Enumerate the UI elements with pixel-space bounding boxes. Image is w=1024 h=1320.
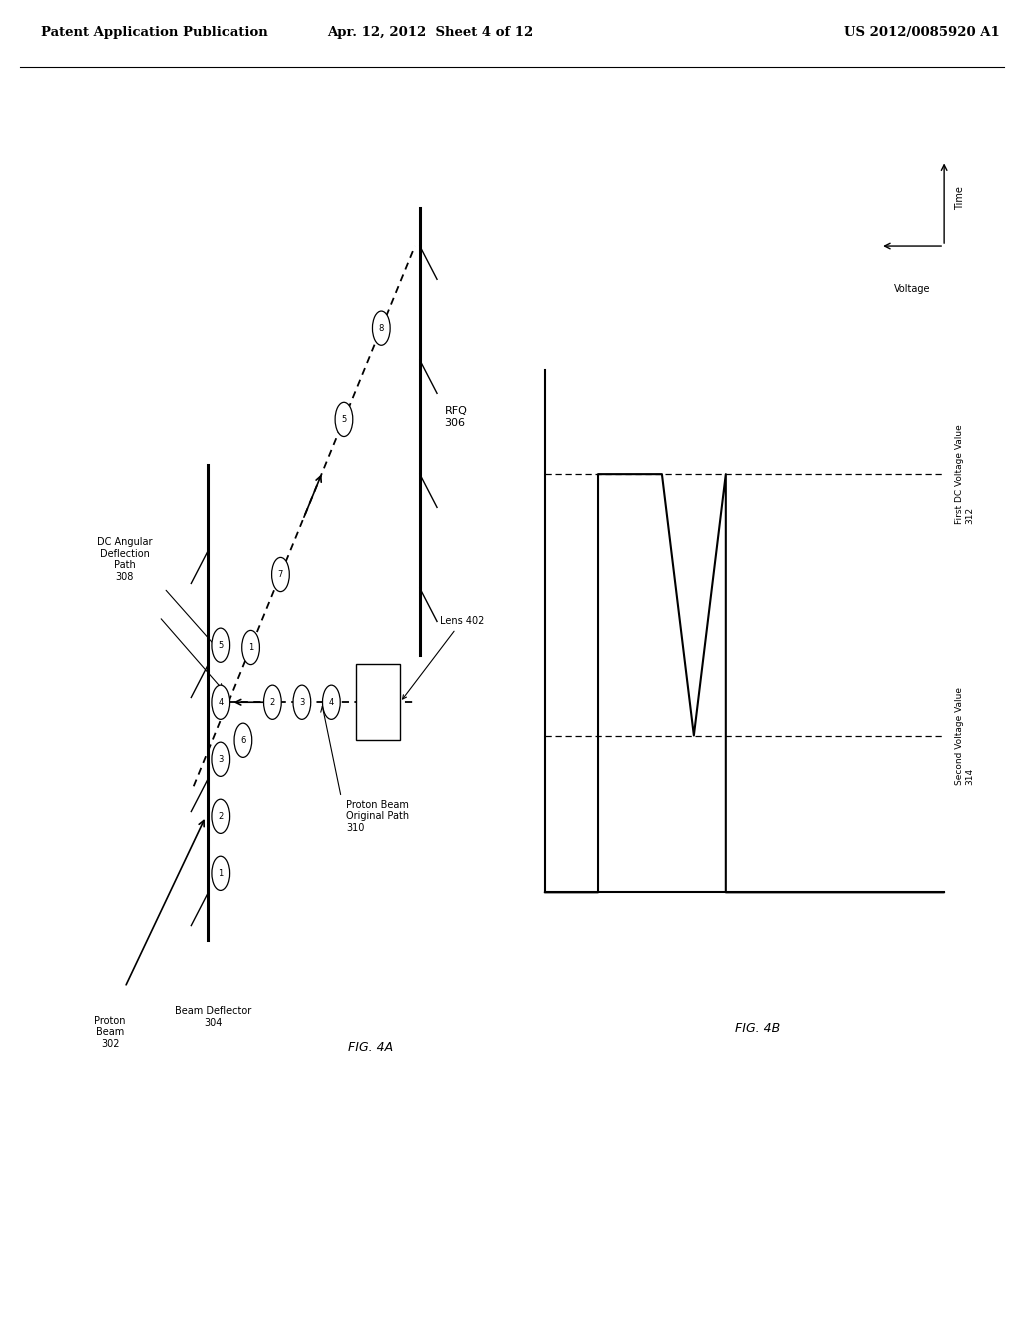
Text: US 2012/0085920 A1: US 2012/0085920 A1 <box>844 26 999 40</box>
Circle shape <box>242 631 259 664</box>
Text: Voltage: Voltage <box>894 284 931 294</box>
Text: Patent Application Publication: Patent Application Publication <box>41 26 267 40</box>
Text: 4: 4 <box>218 698 223 706</box>
Text: 3: 3 <box>218 755 223 764</box>
Circle shape <box>263 685 282 719</box>
Text: 7: 7 <box>278 570 283 579</box>
Circle shape <box>271 557 290 591</box>
Text: Time: Time <box>954 186 965 210</box>
Text: 1: 1 <box>248 643 253 652</box>
Text: 8: 8 <box>379 323 384 333</box>
Text: Apr. 12, 2012  Sheet 4 of 12: Apr. 12, 2012 Sheet 4 of 12 <box>327 26 534 40</box>
Circle shape <box>323 685 340 719</box>
Text: 4: 4 <box>329 698 334 706</box>
Circle shape <box>234 723 252 758</box>
Text: 2: 2 <box>218 812 223 821</box>
Text: DC Angular
Deflection
Path
308: DC Angular Deflection Path 308 <box>97 537 153 582</box>
Text: FIG. 4B: FIG. 4B <box>735 1022 780 1035</box>
Circle shape <box>212 857 229 891</box>
Circle shape <box>335 403 353 437</box>
Circle shape <box>212 742 229 776</box>
Text: 5: 5 <box>341 414 346 424</box>
Text: 6: 6 <box>241 735 246 744</box>
Text: Lens 402: Lens 402 <box>402 616 484 700</box>
Text: First DC Voltage Value
312: First DC Voltage Value 312 <box>954 424 974 524</box>
Text: Proton Beam
Original Path
310: Proton Beam Original Path 310 <box>346 800 410 833</box>
Circle shape <box>212 628 229 663</box>
Text: 2: 2 <box>269 698 275 706</box>
Circle shape <box>373 312 390 346</box>
Circle shape <box>212 799 229 833</box>
Text: 1: 1 <box>218 869 223 878</box>
Text: Beam Deflector
304: Beam Deflector 304 <box>175 1006 252 1028</box>
Circle shape <box>293 685 310 719</box>
Bar <box>356 664 400 741</box>
Text: 5: 5 <box>218 640 223 649</box>
Text: Proton
Beam
302: Proton Beam 302 <box>94 1016 126 1049</box>
Text: 3: 3 <box>299 698 304 706</box>
Text: FIG. 4A: FIG. 4A <box>348 1041 393 1053</box>
Text: Second Voltage Value
314: Second Voltage Value 314 <box>954 686 974 784</box>
Text: RFQ
306: RFQ 306 <box>444 407 467 428</box>
Circle shape <box>212 685 229 719</box>
